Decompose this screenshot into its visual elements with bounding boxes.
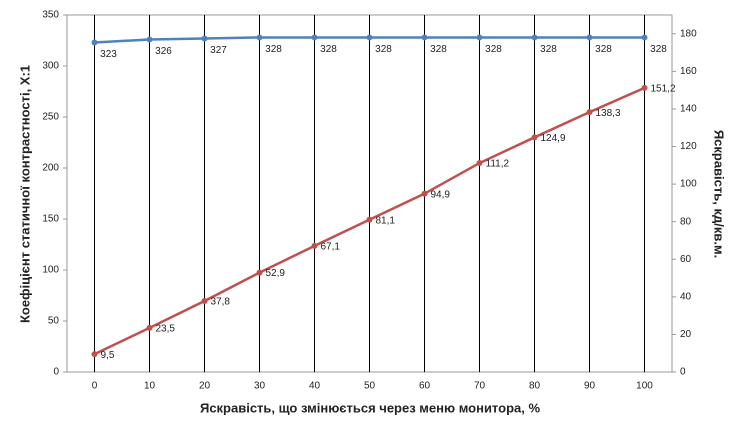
data-point bbox=[91, 351, 98, 358]
x-tick-label: 60 bbox=[419, 381, 431, 392]
x-tick-label: 90 bbox=[584, 381, 596, 392]
data-point bbox=[146, 36, 153, 43]
data-point bbox=[256, 269, 263, 276]
data-label: 138,3 bbox=[596, 108, 621, 119]
x-tick-label: 20 bbox=[199, 381, 211, 392]
data-label: 9,5 bbox=[101, 350, 115, 361]
x-tick-label: 10 bbox=[144, 381, 156, 392]
data-point bbox=[641, 34, 648, 41]
data-point bbox=[91, 39, 98, 46]
x-tick-label: 50 bbox=[364, 381, 376, 392]
data-label: 326 bbox=[155, 46, 172, 57]
data-point bbox=[586, 109, 593, 116]
data-label: 67,1 bbox=[321, 242, 341, 253]
data-label: 323 bbox=[100, 49, 117, 60]
data-label: 328 bbox=[595, 44, 612, 55]
data-label: 328 bbox=[265, 44, 282, 55]
data-label: 111,2 bbox=[486, 159, 510, 170]
x-tick-label: 100 bbox=[636, 381, 653, 392]
data-label: 328 bbox=[430, 44, 447, 55]
data-point bbox=[256, 34, 263, 41]
data-point bbox=[201, 297, 208, 304]
x-tick-label: 0 bbox=[92, 381, 98, 392]
data-point bbox=[311, 242, 318, 249]
data-point bbox=[201, 35, 208, 42]
data-label: 327 bbox=[210, 45, 227, 56]
data-point bbox=[366, 34, 373, 41]
y-tick-label: 100 bbox=[42, 265, 59, 276]
data-label: 94,9 bbox=[431, 189, 451, 200]
y2-tick-label: 60 bbox=[680, 254, 692, 265]
data-point bbox=[641, 84, 648, 91]
y-tick-label: 200 bbox=[42, 163, 59, 174]
y2-axis-title: Яскравість, кд/кв.м. bbox=[712, 130, 727, 258]
y-axis-title: Коефіцієнт статичної контрастності, Х:1 bbox=[17, 65, 32, 323]
y-tick-label: 0 bbox=[53, 367, 59, 378]
data-point bbox=[476, 160, 483, 167]
y2-tick-label: 120 bbox=[680, 141, 697, 152]
y2-tick-label: 0 bbox=[680, 367, 686, 378]
data-label: 328 bbox=[540, 44, 557, 55]
y2-tick-label: 40 bbox=[680, 291, 692, 302]
data-label: 81,1 bbox=[376, 215, 396, 226]
data-point bbox=[146, 324, 153, 331]
y-tick-label: 50 bbox=[48, 316, 60, 327]
data-label: 52,9 bbox=[266, 268, 286, 279]
x-tick-label: 80 bbox=[529, 381, 541, 392]
data-label: 328 bbox=[375, 44, 392, 55]
y-tick-label: 300 bbox=[42, 61, 59, 72]
data-point bbox=[421, 190, 428, 197]
x-axis-title: Яскравість, що змінюється через меню мон… bbox=[200, 400, 540, 415]
data-point bbox=[366, 216, 373, 223]
data-label: 23,5 bbox=[156, 323, 176, 334]
y2-tick-label: 140 bbox=[680, 104, 697, 115]
data-label: 328 bbox=[485, 44, 502, 55]
y2-tick-label: 80 bbox=[680, 216, 692, 227]
data-point bbox=[586, 34, 593, 41]
y-tick-label: 150 bbox=[42, 214, 59, 225]
data-point bbox=[311, 34, 318, 41]
x-tick-label: 40 bbox=[309, 381, 321, 392]
data-label: 37,8 bbox=[211, 297, 231, 308]
data-point bbox=[476, 34, 483, 41]
y2-tick-label: 160 bbox=[680, 66, 697, 77]
data-label: 124,9 bbox=[541, 133, 566, 144]
y2-tick-label: 20 bbox=[680, 329, 692, 340]
data-point bbox=[421, 34, 428, 41]
data-label: 151,2 bbox=[651, 84, 676, 95]
y2-tick-label: 100 bbox=[680, 179, 697, 190]
y-tick-label: 350 bbox=[42, 10, 59, 21]
data-point bbox=[531, 34, 538, 41]
data-label: 328 bbox=[320, 44, 337, 55]
y2-tick-label: 180 bbox=[680, 28, 697, 39]
data-label: 328 bbox=[650, 44, 667, 55]
x-tick-label: 30 bbox=[254, 381, 266, 392]
y-tick-label: 250 bbox=[42, 112, 59, 123]
data-point bbox=[531, 134, 538, 141]
x-tick-label: 70 bbox=[474, 381, 486, 392]
